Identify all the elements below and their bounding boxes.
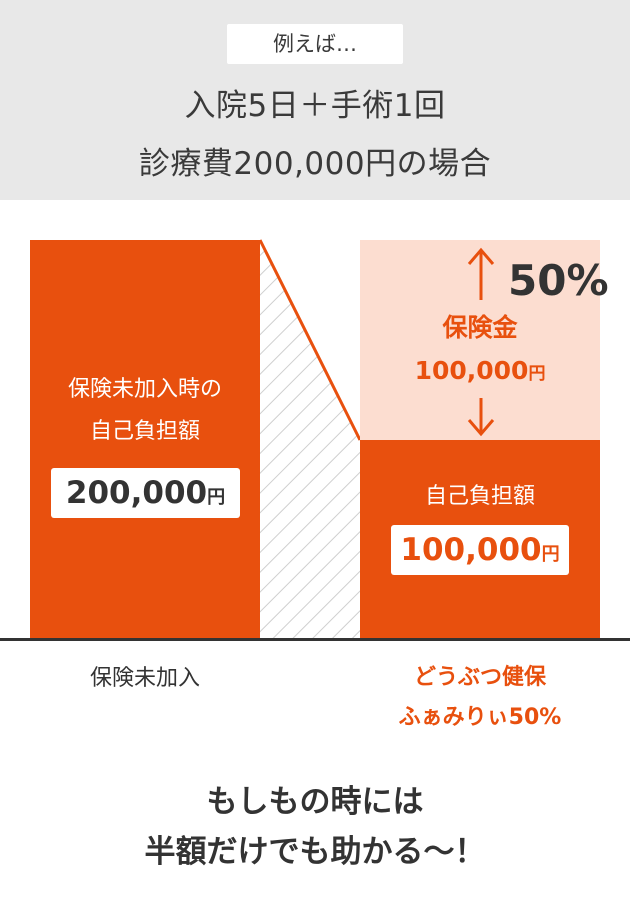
right-amount-box: 100,000円 bbox=[391, 525, 569, 575]
x-label-insured-line1: どうぶつ健保 bbox=[413, 665, 546, 690]
left-amount-box: 200,000円 bbox=[51, 468, 240, 518]
insurance-amount-unit: 円 bbox=[528, 364, 546, 384]
x-label-insured: どうぶつ健保 ふぁみりぃ50% bbox=[360, 658, 600, 738]
left-bar-label-line1: 保険未加入時の bbox=[67, 377, 222, 402]
right-amount-unit: 円 bbox=[541, 544, 560, 565]
hatch-area bbox=[260, 240, 360, 640]
header-line-1: 入院5日＋手術1回 bbox=[184, 88, 446, 124]
insurance-title: 保険金 bbox=[442, 313, 518, 342]
right-amount: 100,000 bbox=[400, 532, 542, 568]
insurance-amount-wrap: 100,000円 bbox=[360, 356, 600, 385]
x-label-uninsured: 保険未加入 bbox=[89, 666, 200, 691]
slope-line bbox=[258, 239, 362, 441]
left-bar-label: 保険未加入時の 自己負担額 bbox=[30, 369, 260, 453]
left-amount-unit: 円 bbox=[207, 487, 226, 508]
arrow-up-icon bbox=[467, 247, 495, 300]
footer-line-2: 半額だけでも助かる〜！ bbox=[144, 834, 486, 870]
bar-uninsured-self-pay bbox=[30, 240, 260, 640]
percent-label: 50% bbox=[508, 256, 609, 305]
footer-line-1: もしもの時には bbox=[206, 784, 424, 820]
left-amount: 200,000 bbox=[65, 475, 208, 511]
arrow-down-icon bbox=[467, 398, 495, 437]
example-tag: 例えば… bbox=[227, 24, 403, 64]
x-label-insured-line2: ふぁみりぃ50% bbox=[398, 705, 562, 730]
header-line-2: 診療費200,000円の場合 bbox=[138, 146, 492, 182]
right-bar-label: 自己負担額 bbox=[424, 484, 535, 509]
left-bar-label-line2: 自己負担額 bbox=[89, 419, 200, 444]
x-axis-line bbox=[0, 638, 630, 641]
insurance-amount: 100,000 bbox=[414, 356, 529, 385]
header-panel: 例えば… 入院5日＋手術1回 診療費200,000円の場合 bbox=[0, 0, 630, 200]
